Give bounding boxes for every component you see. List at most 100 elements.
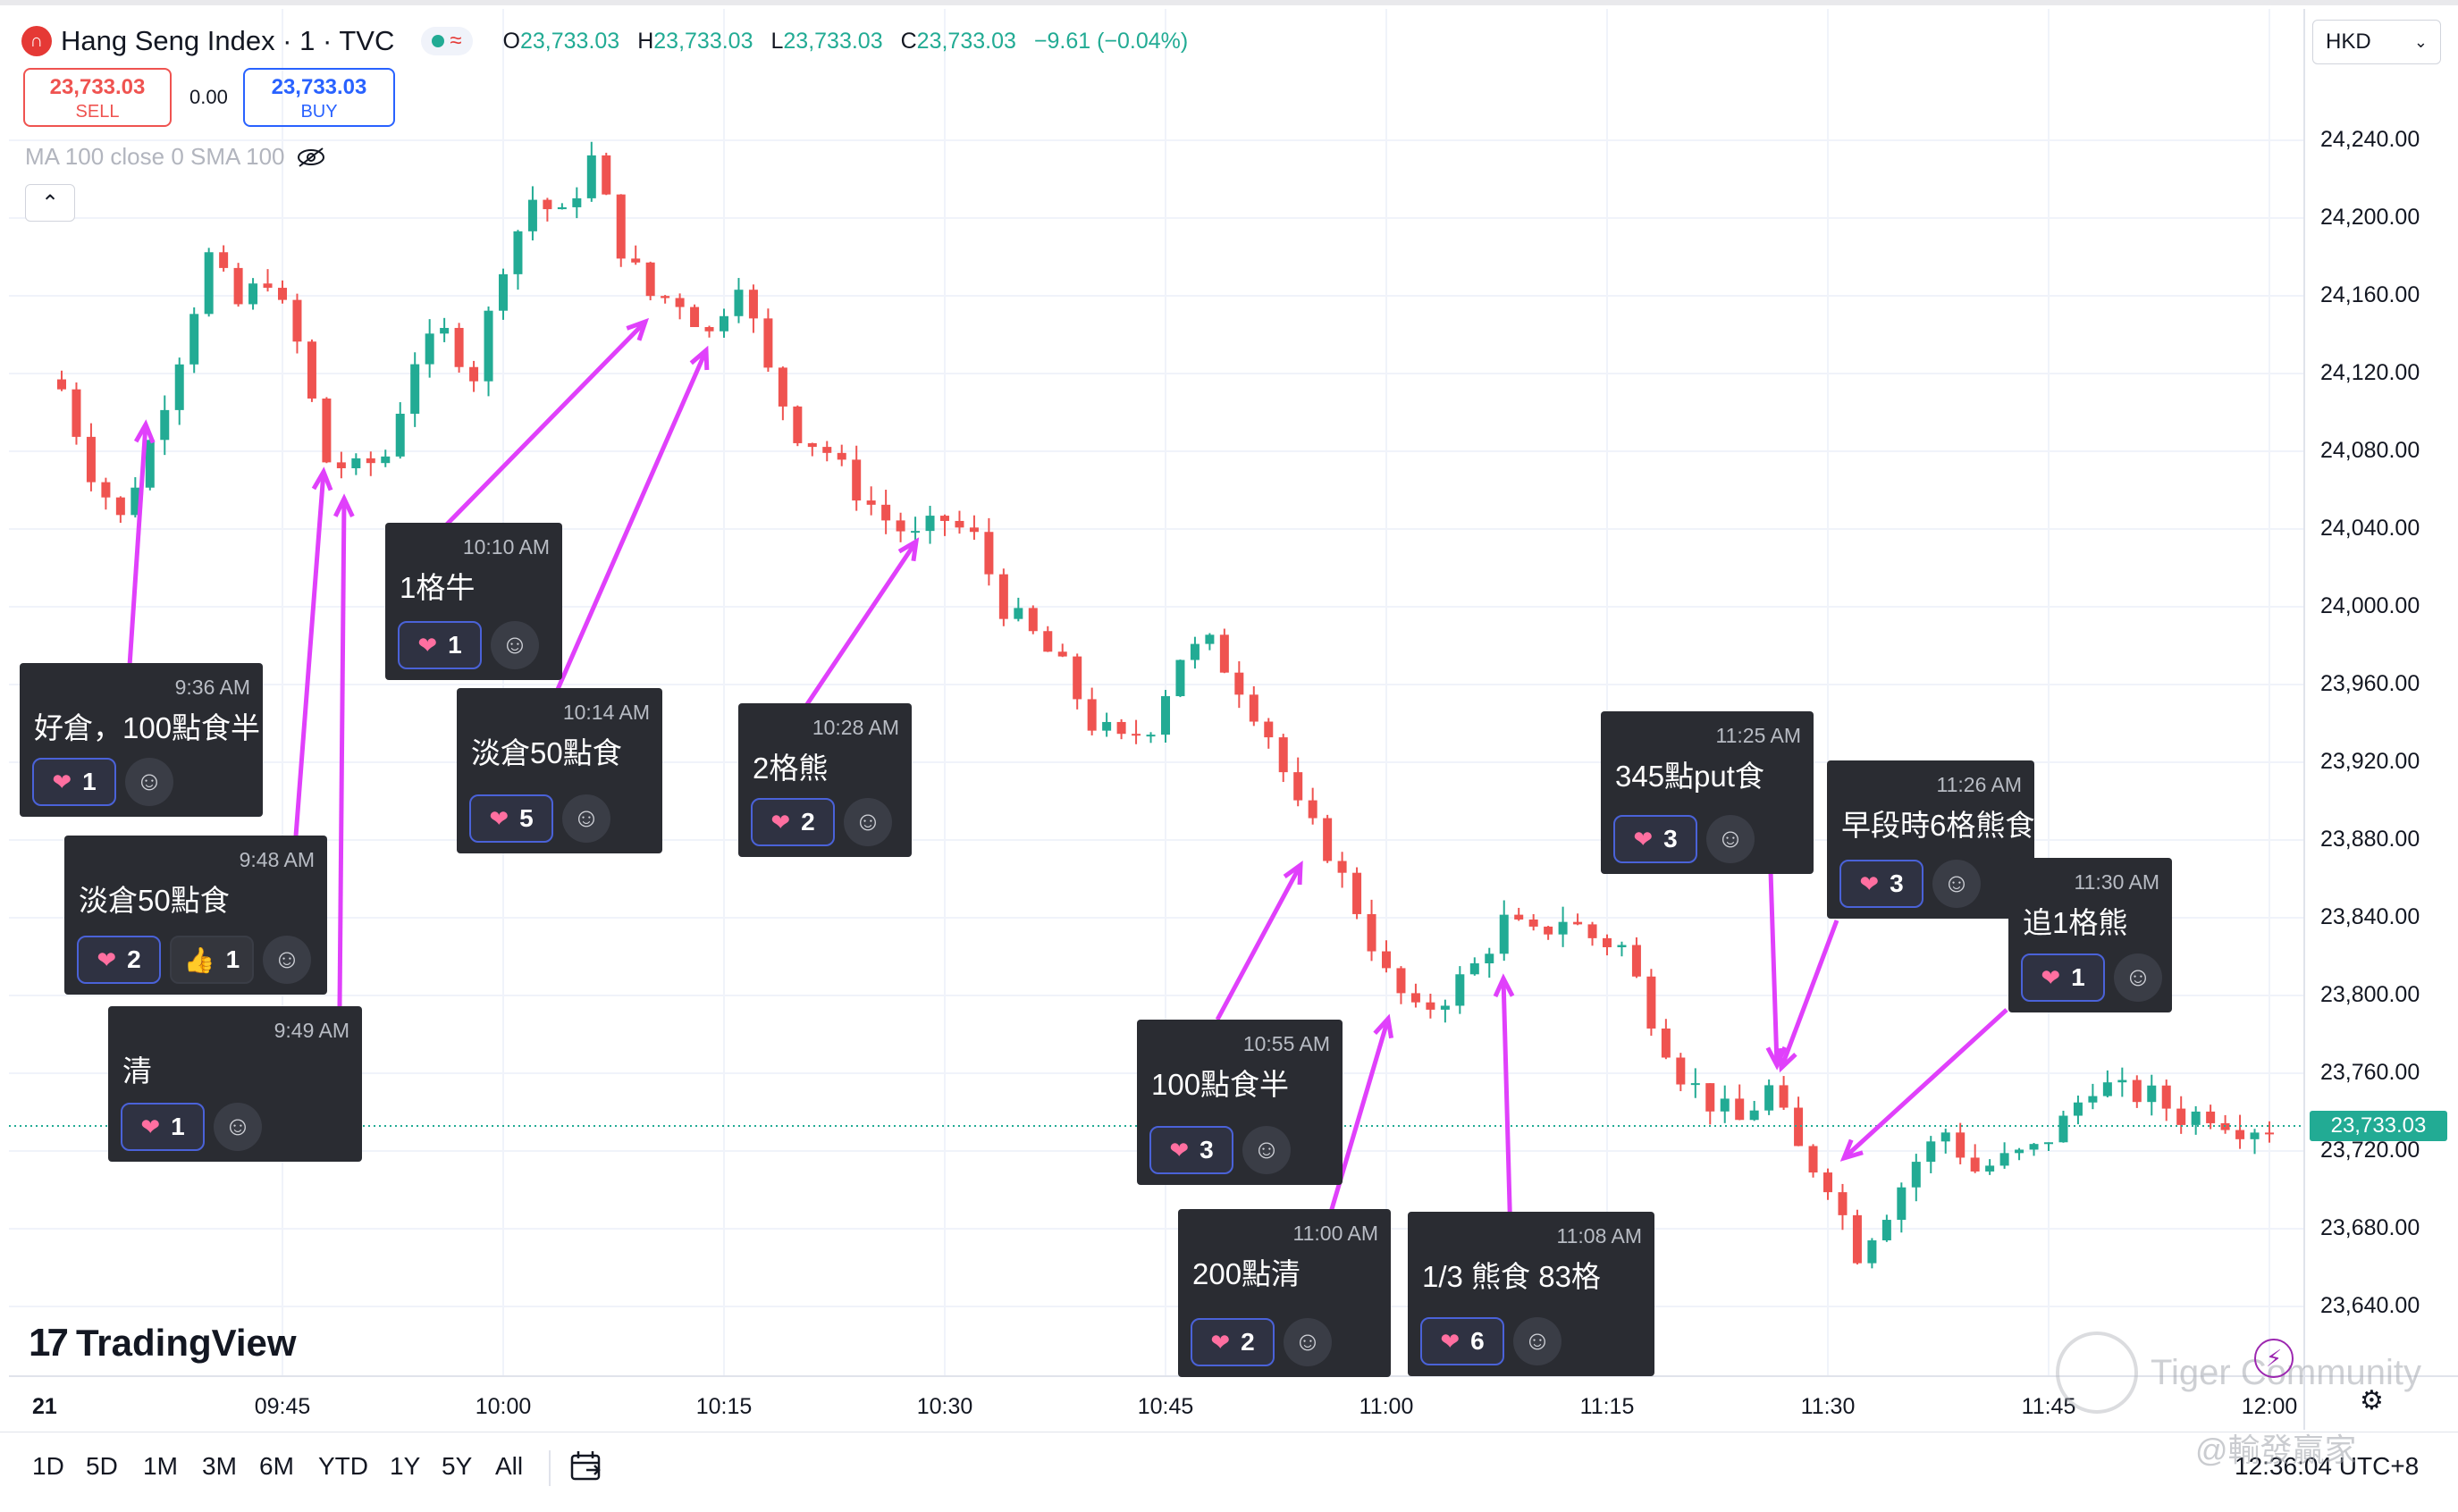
market-status-pill[interactable]: ≈ xyxy=(421,27,473,55)
hidden-eye-icon[interactable] xyxy=(296,147,326,168)
reaction-hearts[interactable]: ❤ 2 xyxy=(77,936,161,984)
reaction-count: 1 xyxy=(82,768,97,795)
comment-arrow-line xyxy=(1767,843,1780,1066)
reaction-hearts[interactable]: ❤ 3 xyxy=(1149,1126,1233,1174)
candle-down xyxy=(1057,651,1067,657)
candle-down xyxy=(322,398,332,463)
candle-up xyxy=(1720,1098,1730,1112)
comment-bubble[interactable]: 11:25 AM 345點put食 ❤ 3 ☺ xyxy=(1601,711,1814,874)
comment-reactions: ❤ 3 ☺ xyxy=(1839,860,1981,908)
comment-time: 10:28 AM xyxy=(812,716,899,739)
range-button-3m[interactable]: 3M xyxy=(202,1452,237,1480)
comment-bubble[interactable]: 9:48 AM 淡倉50點食 ❤ 2 👍 1 ☺ xyxy=(64,836,327,995)
comment-bubble[interactable]: 11:00 AM 200點清 ❤ 2 ☺ xyxy=(1178,1209,1391,1377)
candlestick-series xyxy=(57,141,2274,1269)
calendar-goto-icon[interactable] xyxy=(567,1447,606,1486)
buy-button[interactable]: 23,733.03 BUY xyxy=(243,68,395,127)
hearts-icon: ❤ xyxy=(1440,1327,1460,1355)
candle-up xyxy=(351,458,361,468)
market-open-dot-icon xyxy=(432,35,445,47)
comment-bubble[interactable]: 9:36 AM 好倉，100點食半 ❤ 1 ☺ xyxy=(20,663,263,817)
add-reaction-smiley-icon[interactable]: ☺ xyxy=(1284,1318,1332,1366)
comment-bubble[interactable]: 11:26 AM 早段時6格熊食 ❤ 3 ☺ xyxy=(1827,760,2034,919)
comment-reactions: ❤ 2 ☺ xyxy=(1191,1318,1332,1366)
comment-bubble[interactable]: 11:08 AM 1/3 熊食 83格 ❤ 6 ☺ xyxy=(1408,1212,1654,1376)
reaction-hearts[interactable]: ❤ 5 xyxy=(469,794,553,843)
candle-down xyxy=(998,574,1008,619)
price-axis-label: 23,920.00 xyxy=(2320,749,2420,774)
close-value: C23,733.03 xyxy=(900,28,1016,54)
add-reaction-smiley-icon[interactable]: ☺ xyxy=(1932,860,1981,908)
candle-up xyxy=(1161,696,1170,735)
comment-arrow-head-icon xyxy=(1283,860,1303,886)
add-reaction-smiley-icon[interactable]: ☺ xyxy=(1706,815,1755,863)
comment-bubble[interactable]: 10:28 AM 2格熊 ❤ 2 ☺ xyxy=(738,703,912,857)
reaction-thumb[interactable]: 👍 1 xyxy=(170,936,254,984)
price-axis-label: 24,200.00 xyxy=(2320,205,2420,230)
reaction-hearts[interactable]: ❤ 2 xyxy=(751,798,835,846)
currency-select[interactable]: HKD ⌄ xyxy=(2312,20,2441,64)
symbol-header: ∩ Hang Seng Index · 1 · TVC ≈ O23,733.03… xyxy=(21,20,1188,63)
comment-reactions: ❤ 2 ☺ xyxy=(751,798,892,846)
sell-button[interactable]: 23,733.03 SELL xyxy=(23,68,172,127)
add-reaction-smiley-icon[interactable]: ☺ xyxy=(562,794,610,843)
reaction-hearts[interactable]: ❤ 6 xyxy=(1420,1317,1504,1365)
range-button-1m[interactable]: 1M xyxy=(143,1452,178,1480)
tradingview-logo[interactable]: 17 TradingView xyxy=(29,1321,297,1365)
candle-up xyxy=(2088,1096,2098,1103)
price-axis-label: 23,880.00 xyxy=(2320,827,2420,852)
reaction-hearts[interactable]: ❤ 3 xyxy=(1839,860,1923,908)
range-button-5d[interactable]: 5D xyxy=(86,1452,118,1480)
comment-arrow-line xyxy=(550,349,709,703)
candle-up xyxy=(1881,1220,1891,1241)
comment-arrow-line xyxy=(431,320,647,541)
candle-down xyxy=(469,366,479,382)
reaction-count: 5 xyxy=(519,804,534,832)
reaction-hearts[interactable]: ❤ 1 xyxy=(2021,953,2105,1002)
hearts-icon: ❤ xyxy=(52,768,72,795)
range-button-1d[interactable]: 1D xyxy=(32,1452,64,1480)
collapse-legend-button[interactable]: ⌃ xyxy=(25,184,75,222)
range-button-5y[interactable]: 5Y xyxy=(442,1452,473,1480)
add-reaction-smiley-icon[interactable]: ☺ xyxy=(844,798,892,846)
candle-down xyxy=(1779,1085,1789,1108)
comment-bubble[interactable]: 11:30 AM 追1格熊 ❤ 1 ☺ xyxy=(2008,858,2172,1012)
comment-bubble[interactable]: 10:14 AM 淡倉50點食 ❤ 5 ☺ xyxy=(457,688,662,853)
add-reaction-smiley-icon[interactable]: ☺ xyxy=(125,758,173,806)
reaction-hearts[interactable]: ❤ 3 xyxy=(1613,815,1697,863)
symbol-title[interactable]: Hang Seng Index · 1 · TVC xyxy=(61,25,395,56)
reaction-hearts[interactable]: ❤ 1 xyxy=(32,758,116,806)
clock-display[interactable]: 12:36:04 UTC+8 xyxy=(2235,1452,2420,1480)
range-button-all[interactable]: All xyxy=(495,1452,524,1480)
add-reaction-smiley-icon[interactable]: ☺ xyxy=(214,1103,262,1151)
range-button-ytd[interactable]: YTD xyxy=(318,1452,368,1480)
gear-icon[interactable]: ⚙ xyxy=(2360,1386,2384,1415)
add-reaction-smiley-icon[interactable]: ☺ xyxy=(2114,953,2162,1002)
range-button-6m[interactable]: 6M xyxy=(259,1452,294,1480)
comment-bubble[interactable]: 10:55 AM 100點食半 ❤ 3 ☺ xyxy=(1137,1020,1343,1185)
candle-down xyxy=(1249,694,1258,722)
comment-bubble[interactable]: 9:49 AM 清 ❤ 1 ☺ xyxy=(108,1006,362,1162)
add-reaction-smiley-icon[interactable]: ☺ xyxy=(263,936,311,984)
price-axis-label: 23,760.00 xyxy=(2320,1060,2420,1085)
lightning-icon[interactable]: ⚡ xyxy=(2254,1339,2294,1378)
range-button-1y[interactable]: 1Y xyxy=(390,1452,421,1480)
candle-down xyxy=(748,290,758,319)
reaction-hearts[interactable]: ❤ 1 xyxy=(121,1103,205,1151)
candle-up xyxy=(1440,1005,1450,1010)
candle-down xyxy=(1234,672,1244,695)
candle-down xyxy=(969,527,979,533)
add-reaction-smiley-icon[interactable]: ☺ xyxy=(1513,1317,1562,1365)
candle-down xyxy=(454,327,464,367)
time-axis-label: 10:00 xyxy=(475,1394,532,1419)
add-reaction-smiley-icon[interactable]: ☺ xyxy=(491,621,539,669)
reaction-hearts[interactable]: ❤ 2 xyxy=(1191,1318,1275,1366)
comment-reactions: ❤ 1 ☺ xyxy=(121,1103,262,1151)
add-reaction-smiley-icon[interactable]: ☺ xyxy=(1242,1126,1291,1174)
indicator-legend[interactable]: MA 100 close 0 SMA 100 xyxy=(25,143,326,171)
comment-arrow-line xyxy=(1501,978,1513,1239)
comment-bubble[interactable]: 10:10 AM 1格牛 ❤ 1 ☺ xyxy=(385,523,562,680)
reaction-hearts[interactable]: ❤ 1 xyxy=(398,621,482,669)
candle-up xyxy=(2044,1142,2053,1145)
